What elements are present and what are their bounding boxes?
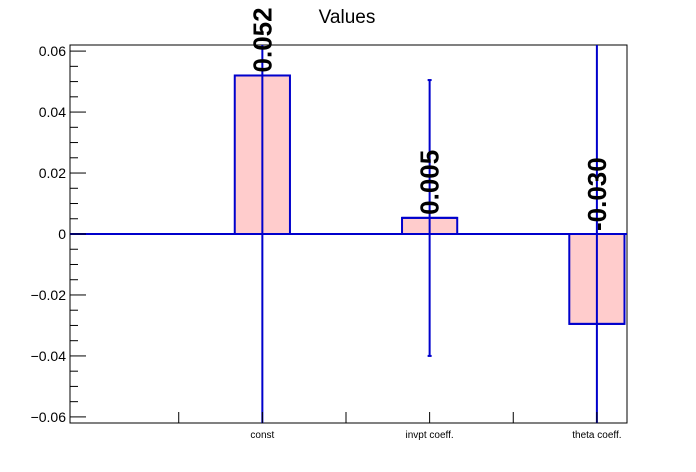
y-tick-label: −0.06 <box>31 409 67 425</box>
y-tick-label: 0.06 <box>39 43 66 59</box>
data-label: 0.005 <box>415 150 445 215</box>
y-tick-label: −0.02 <box>31 287 67 303</box>
data-label: -0.030 <box>582 157 612 231</box>
category-label: const <box>250 430 274 441</box>
y-tick-label: 0.04 <box>39 104 66 120</box>
y-tick-label: 0.02 <box>39 165 66 181</box>
category-label: invpt coeff. <box>406 430 454 441</box>
data-label: 0.052 <box>247 7 277 72</box>
chart-title: Values <box>319 7 376 28</box>
category-label: theta coeff. <box>572 430 621 441</box>
y-tick-label: −0.04 <box>31 348 67 364</box>
y-tick-label: 0 <box>58 226 66 242</box>
